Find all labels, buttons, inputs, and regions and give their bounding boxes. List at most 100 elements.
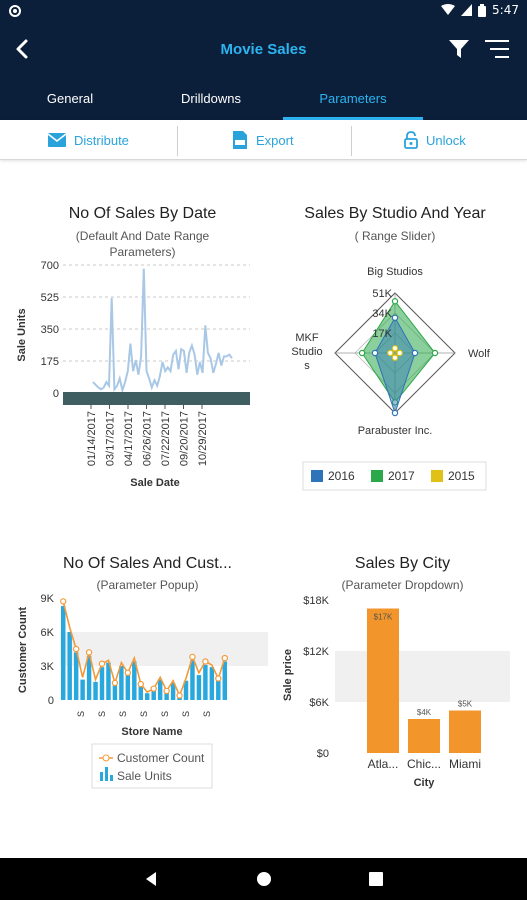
- y-axis-title: Sale price: [282, 649, 294, 701]
- system-icons: 5:47: [441, 3, 519, 17]
- x-tick-label: S: [97, 711, 107, 717]
- bar-data-label: $4K: [417, 708, 432, 717]
- y-tick-label: $18K: [303, 595, 329, 607]
- x-tick-label: S: [181, 711, 191, 717]
- plot-band: [60, 632, 268, 666]
- legend-label: 2015: [448, 469, 475, 483]
- distribute-button[interactable]: Distribute: [48, 120, 129, 160]
- radar-tick-label: 34K: [372, 308, 392, 320]
- signal-icon: [461, 4, 473, 16]
- legend-swatch: [371, 470, 383, 482]
- radar-point: [411, 349, 419, 357]
- radar-point: [431, 349, 439, 357]
- customer-count-point: [150, 685, 157, 692]
- sale-units-bar: [196, 675, 202, 700]
- chart-title: Sales By City: [354, 555, 451, 572]
- sale-units-bar: [112, 685, 118, 700]
- y-axis-title: Sale Units: [16, 308, 28, 361]
- sale-units-bar: [80, 679, 85, 700]
- y-tick-label: 3K: [41, 661, 55, 673]
- x-tick-label: 06/26/2017: [142, 411, 154, 466]
- customer-count-point: [60, 598, 67, 605]
- customer-count-point: [202, 658, 209, 665]
- sale-units-bar: [61, 605, 66, 700]
- legend-label: 2017: [388, 469, 415, 483]
- legend-point-swatch: [102, 754, 110, 762]
- filter-icon[interactable]: [446, 36, 472, 62]
- sale-units-bar: [93, 681, 98, 700]
- chart-title: No Of Sales By Date: [68, 205, 217, 222]
- radar-axis-label: Wolf: [468, 348, 491, 360]
- customer-count-point: [221, 654, 228, 662]
- export-button[interactable]: Export: [232, 120, 294, 160]
- export-label: Export: [256, 132, 294, 148]
- sale-units-bar: [132, 661, 137, 700]
- radar-point: [391, 399, 399, 406]
- radar-tick-label: 17K: [372, 328, 392, 340]
- y-tick-label: 9K: [41, 593, 55, 605]
- chart-subtitle: (Default And Date Range Parameters): [75, 229, 210, 259]
- y-tick-label: $6K: [309, 697, 329, 709]
- sales-by-city-chart[interactable]: Sale price City $0 $6K $12K $18K $17K Atla...…: [275, 590, 520, 795]
- x-tick-label: 03/17/2017: [105, 411, 117, 466]
- x-tick-label: 10/29/2017: [197, 411, 209, 466]
- y-tick-label: 6K: [41, 627, 55, 639]
- nav-home-icon[interactable]: [256, 871, 272, 887]
- y-tick-label: 0: [48, 695, 54, 707]
- sale-units-bar: [222, 661, 227, 700]
- y-tick-label: $12K: [303, 646, 329, 658]
- notification-icon: [9, 5, 21, 17]
- radar-point: [371, 349, 379, 357]
- nav-recents-icon[interactable]: [369, 872, 383, 886]
- y-tick-label: 525: [41, 292, 59, 304]
- sale-units-bar: [125, 675, 131, 700]
- y-tick-label: 175: [41, 356, 59, 368]
- toolbar-divider: [351, 126, 352, 156]
- customer-count-point: [72, 645, 80, 653]
- x-tick-label: Chic...: [407, 757, 441, 771]
- legend-label: Customer Count: [117, 751, 205, 765]
- sale-units-bar: [216, 680, 221, 700]
- radar-point: [391, 409, 399, 417]
- sale-units-bar: [86, 655, 92, 700]
- action-toolbar: Distribute Export Unlock: [0, 120, 527, 160]
- radar-axis-label: Parabuster Inc.: [358, 425, 433, 437]
- sales-by-studio-chart[interactable]: 51K 34K 17K Big Studios Wolf Parabuster Inc. M…: [275, 255, 515, 495]
- customer-count-point: [124, 669, 132, 677]
- unlock-icon: [404, 131, 418, 149]
- tab-parameters[interactable]: Parameters: [319, 91, 387, 106]
- x-axis-title: Sale Date: [130, 477, 180, 489]
- tab-general[interactable]: General: [46, 91, 94, 106]
- sale-units-bar: [99, 667, 105, 700]
- export-file-icon: [233, 131, 247, 149]
- menu-icon[interactable]: [482, 34, 512, 64]
- customer-count-point: [215, 675, 222, 682]
- sale-units-bar: [145, 693, 150, 700]
- battery-icon: [478, 3, 487, 17]
- x-axis-title: Store Name: [121, 726, 182, 738]
- tab-bar: General Drilldowns Parameters: [0, 78, 527, 120]
- range-selector: [63, 392, 250, 405]
- wifi-icon: [441, 4, 456, 15]
- legend-swatch: [311, 470, 323, 482]
- mail-icon: [48, 133, 66, 147]
- radar-point: [387, 349, 394, 357]
- radar-point: [396, 349, 403, 357]
- sale-units-bar: [106, 662, 111, 700]
- sales-by-date-chart[interactable]: Sale Units Sale Date 0 175 350 525 700 01/14/…: [10, 255, 265, 495]
- unlock-button[interactable]: Unlock: [404, 120, 466, 160]
- back-arrow-icon[interactable]: [8, 34, 38, 64]
- bar-data-label: $5K: [458, 700, 473, 709]
- x-tick-label: S: [202, 711, 212, 717]
- x-tick-label: 01/14/2017: [86, 411, 98, 466]
- x-tick-label: S: [160, 711, 170, 717]
- tab-drilldowns[interactable]: Drilldowns: [181, 91, 241, 106]
- nav-back-icon[interactable]: [144, 871, 160, 887]
- radar-axis-label: Big Studios: [367, 266, 423, 278]
- chart-subtitle: ( Range Slider): [354, 229, 436, 243]
- plot-band: [335, 651, 510, 702]
- legend-bar-swatch: [105, 767, 108, 781]
- sales-and-customers-chart[interactable]: Customer Count Store Name 0 3K 6K 9K S S S S S S S…: [10, 590, 275, 795]
- customer-count-point: [137, 680, 144, 688]
- sale-units-bar: [157, 679, 163, 700]
